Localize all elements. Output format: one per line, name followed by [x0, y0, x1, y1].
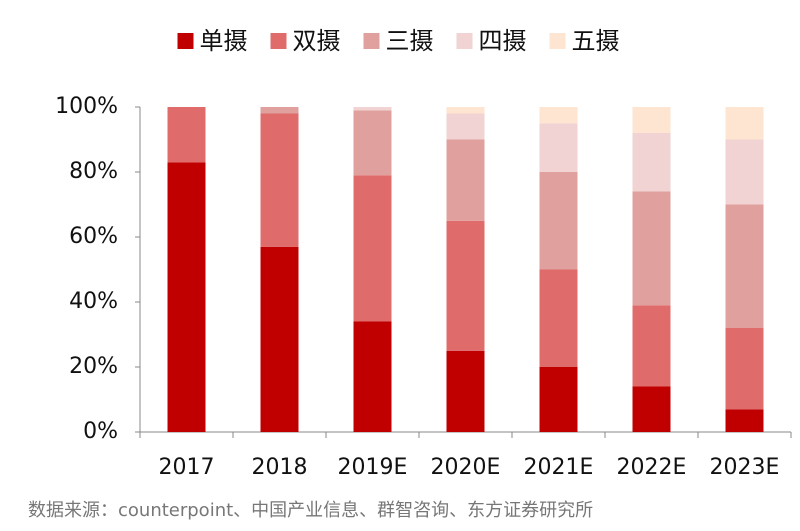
x-tick-label: 2022E — [617, 455, 687, 480]
bar-segment — [725, 409, 764, 432]
bar-segment — [725, 328, 764, 410]
bar-segment — [260, 107, 299, 114]
x-tick-label: 2023E — [710, 455, 780, 480]
x-tick-label: 2019E — [338, 455, 408, 480]
x-tick-label: 2018 — [252, 455, 308, 480]
bar-segment — [632, 133, 671, 192]
bar-segment — [725, 107, 764, 140]
bar-segment — [353, 321, 392, 432]
bar-segment — [446, 113, 485, 140]
bar-segment — [632, 386, 671, 432]
y-tick-label: 100% — [55, 94, 118, 119]
bar-segment — [539, 123, 578, 172]
bar-segment — [446, 350, 485, 432]
bar-segment — [539, 367, 578, 432]
bar-segment — [260, 246, 299, 432]
legend-label: 四摄 — [479, 27, 527, 55]
bar-segment — [446, 220, 485, 351]
bar-segment — [353, 175, 392, 322]
y-tick-label: 80% — [69, 159, 118, 184]
legend-label: 单摄 — [200, 27, 248, 55]
legend-swatch — [456, 33, 473, 49]
legend-label: 三摄 — [386, 27, 434, 55]
bar-segment — [260, 113, 299, 247]
legend-swatch — [363, 33, 380, 49]
bar-segment — [725, 204, 764, 328]
bar-segment — [446, 139, 485, 221]
legend-label: 五摄 — [572, 27, 620, 55]
bar-segment — [446, 107, 485, 114]
source-note: 数据来源：counterpoint、中国产业信息、群智咨询、东方证券研究所 — [28, 500, 593, 521]
bar-segment — [167, 107, 206, 163]
bar-segment — [353, 107, 392, 111]
bar-segment — [632, 305, 671, 387]
bar-segment — [353, 110, 392, 176]
x-tick-label: 2021E — [524, 455, 594, 480]
y-tick-label: 40% — [69, 289, 118, 314]
y-tick-label: 20% — [69, 354, 118, 379]
bar-segment — [725, 139, 764, 205]
legend-swatch — [177, 33, 194, 49]
bar-segment — [632, 107, 671, 133]
legend-label: 双摄 — [293, 27, 341, 55]
bar-segment — [539, 269, 578, 367]
legend-swatch — [549, 33, 566, 49]
y-tick-label: 0% — [83, 419, 118, 444]
bar-segment — [539, 107, 578, 124]
bar-segment — [539, 172, 578, 270]
x-tick-label: 2017 — [159, 455, 215, 480]
bar-segment — [167, 162, 206, 432]
y-tick-label: 60% — [69, 224, 118, 249]
x-tick-label: 2020E — [431, 455, 501, 480]
bar-segment — [632, 191, 671, 306]
legend-swatch — [270, 33, 287, 49]
